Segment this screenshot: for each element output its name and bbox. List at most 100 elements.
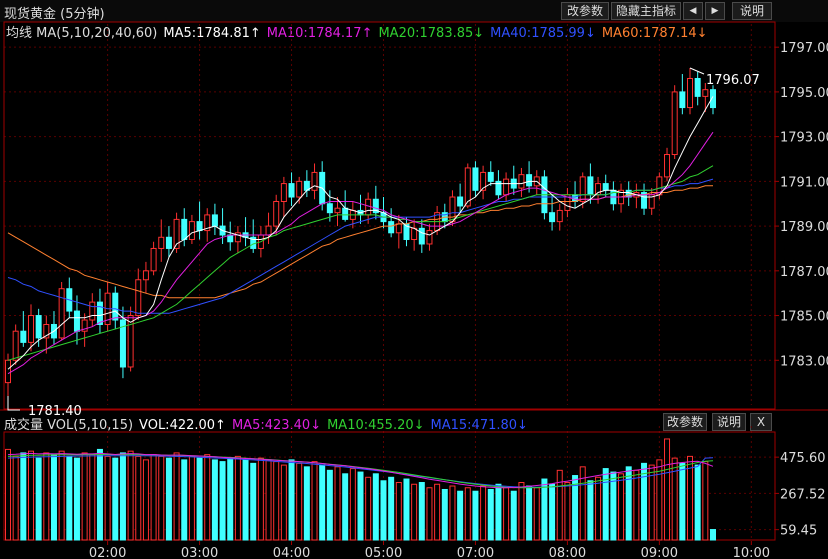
volume-bar-up — [142, 459, 149, 541]
volume-legend-label: 成交量 VOL(5,10,15) — [4, 418, 134, 433]
volume-help-button[interactable]: 说明 — [712, 413, 746, 431]
candle-up — [687, 77, 694, 109]
volume-bar-down — [602, 468, 609, 541]
volume-bar-up — [480, 485, 487, 541]
candle-up — [58, 288, 65, 339]
volume-bar-down — [372, 473, 379, 541]
vol-ma10-value: MA10:455.20↓ — [327, 418, 425, 433]
vol-ma5-value: MA5:423.40↓ — [231, 418, 322, 433]
volume-bar-down — [242, 459, 249, 541]
high-marker-line — [689, 67, 705, 75]
candle-up — [273, 200, 280, 227]
volume-bar-down — [112, 457, 119, 541]
candle-up — [173, 218, 180, 249]
volume-bar-up — [449, 485, 456, 541]
volume-bar-down — [342, 473, 349, 541]
high-price-label: 1796.07 — [706, 73, 760, 88]
volume-bar-down — [219, 461, 226, 541]
ma5-line — [7, 96, 714, 370]
chart-title: 现货黄金 (5分钟) — [4, 7, 105, 22]
volume-bar-up — [349, 468, 356, 541]
volume-bar-down — [457, 490, 464, 541]
low-price-label: 1781.40 — [28, 404, 82, 419]
volume-bar-down — [66, 455, 73, 541]
volume-bar-down — [196, 457, 203, 541]
volume-bar-up — [434, 483, 441, 541]
candle-up — [464, 167, 471, 207]
candle-down — [35, 315, 42, 339]
candle-down — [119, 319, 126, 368]
volume-bar-up — [648, 464, 655, 541]
volume-tick-label: 267.52 — [780, 487, 826, 502]
price-tick-label: 1793.00 — [780, 131, 828, 146]
volume-params-button[interactable]: 改参数 — [663, 413, 707, 431]
ma20-value: MA20:1783.85↓ — [378, 26, 485, 41]
ma-legend: 均线 MA(5,10,20,40,60) MA5:1784.81↑ MA10:178… — [6, 22, 714, 41]
hide-indicator-button[interactable]: 隐藏主指标 — [611, 2, 681, 20]
volume-bar-down — [181, 459, 188, 541]
candle-up — [43, 323, 50, 339]
candle-up — [480, 171, 487, 191]
volume-bar-down — [303, 466, 310, 541]
volume-bar-down — [572, 475, 579, 541]
next-arrow-icon[interactable]: ▶ — [705, 2, 725, 20]
candle-up — [518, 174, 525, 189]
volume-bar-up — [188, 455, 195, 541]
candle-up — [411, 227, 418, 241]
volume-bar-down — [625, 466, 632, 541]
candle-down — [288, 183, 295, 198]
volume-bar-up — [5, 448, 11, 541]
volume-bar-down — [472, 490, 479, 541]
volume-bar-up — [518, 482, 525, 541]
candle-down — [211, 214, 218, 227]
volume-bar-up — [426, 487, 433, 541]
volume-bar-up — [58, 450, 65, 541]
volume-bar-down — [495, 483, 502, 541]
volume-bar-up — [618, 473, 625, 541]
params-button[interactable]: 改参数 — [561, 2, 609, 20]
candle-down — [418, 227, 425, 245]
candle-up — [142, 270, 149, 281]
volume-bar-down — [710, 529, 716, 541]
price-panel-frame — [3, 21, 776, 410]
candle-up — [204, 214, 211, 232]
volume-bar-down — [510, 490, 517, 541]
volume-legend: 成交量 VOL(5,10,15) VOL:422.00↑ MA5:423.40↓ MA… — [4, 414, 528, 433]
candle-up — [449, 196, 456, 223]
volume-bar-up — [564, 482, 571, 541]
candle-up — [395, 223, 402, 234]
candle-up — [158, 236, 165, 249]
candle-down — [587, 176, 594, 196]
ma40-value: MA40:1785.99↓ — [490, 26, 596, 41]
candle-down — [73, 310, 80, 332]
vol-ma5-line — [7, 452, 714, 489]
candle-up — [127, 315, 134, 368]
volume-close-button[interactable]: X — [750, 413, 772, 431]
prev-arrow-icon[interactable]: ◀ — [683, 2, 703, 20]
candle-down — [165, 236, 172, 249]
volume-bar-down — [119, 452, 126, 541]
time-tick-label: 10:00 — [733, 546, 770, 559]
volume-bar-up — [595, 476, 602, 541]
candle-up — [12, 330, 19, 361]
volume-bar-up — [265, 459, 272, 541]
volume-bar-up — [296, 462, 303, 541]
volume-bar-up — [687, 455, 694, 541]
volume-bar-up — [173, 452, 180, 541]
volume-bar-up — [503, 487, 510, 541]
candle-up — [135, 279, 142, 317]
volume-bar-up — [395, 482, 402, 541]
volume-bar-down — [319, 464, 326, 541]
candle-up — [27, 315, 34, 343]
candle-up — [579, 176, 586, 202]
time-tick-label: 03:00 — [181, 546, 218, 559]
candle-down — [372, 198, 379, 214]
volume-bar-down — [541, 478, 548, 541]
volume-bar-down — [288, 459, 295, 541]
help-button[interactable]: 说明 — [732, 2, 772, 20]
volume-bar-up — [656, 459, 663, 541]
candle-down — [342, 207, 349, 220]
candle-up — [265, 225, 272, 236]
price-tick-label: 1797.00 — [780, 41, 828, 56]
